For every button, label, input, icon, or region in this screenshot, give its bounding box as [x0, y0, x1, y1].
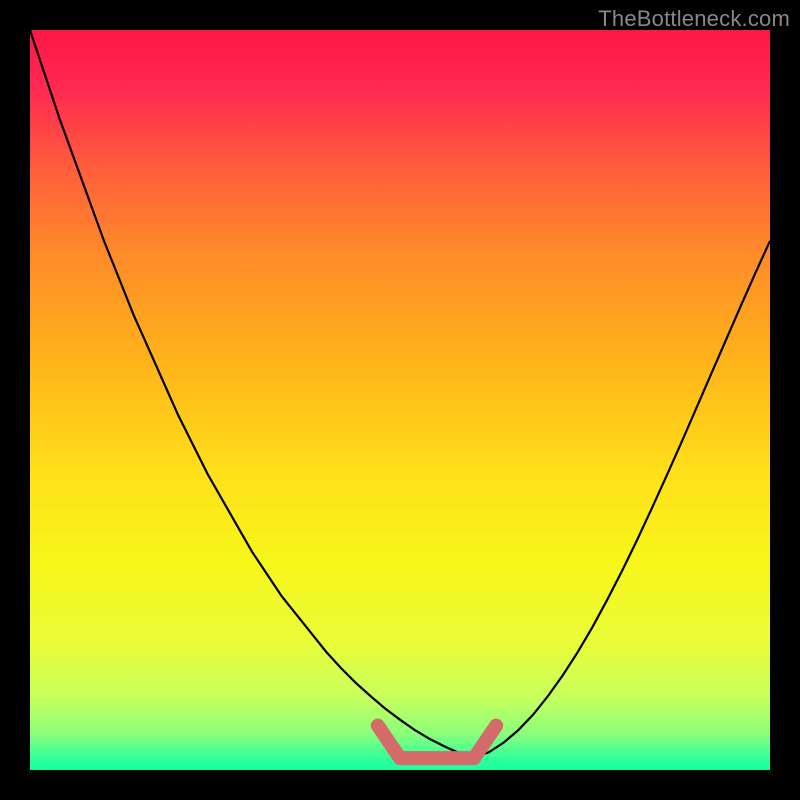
watermark-text: TheBottleneck.com — [598, 6, 790, 32]
chart-background — [30, 30, 770, 770]
bottleneck-chart — [30, 30, 770, 770]
chart-svg — [30, 30, 770, 770]
